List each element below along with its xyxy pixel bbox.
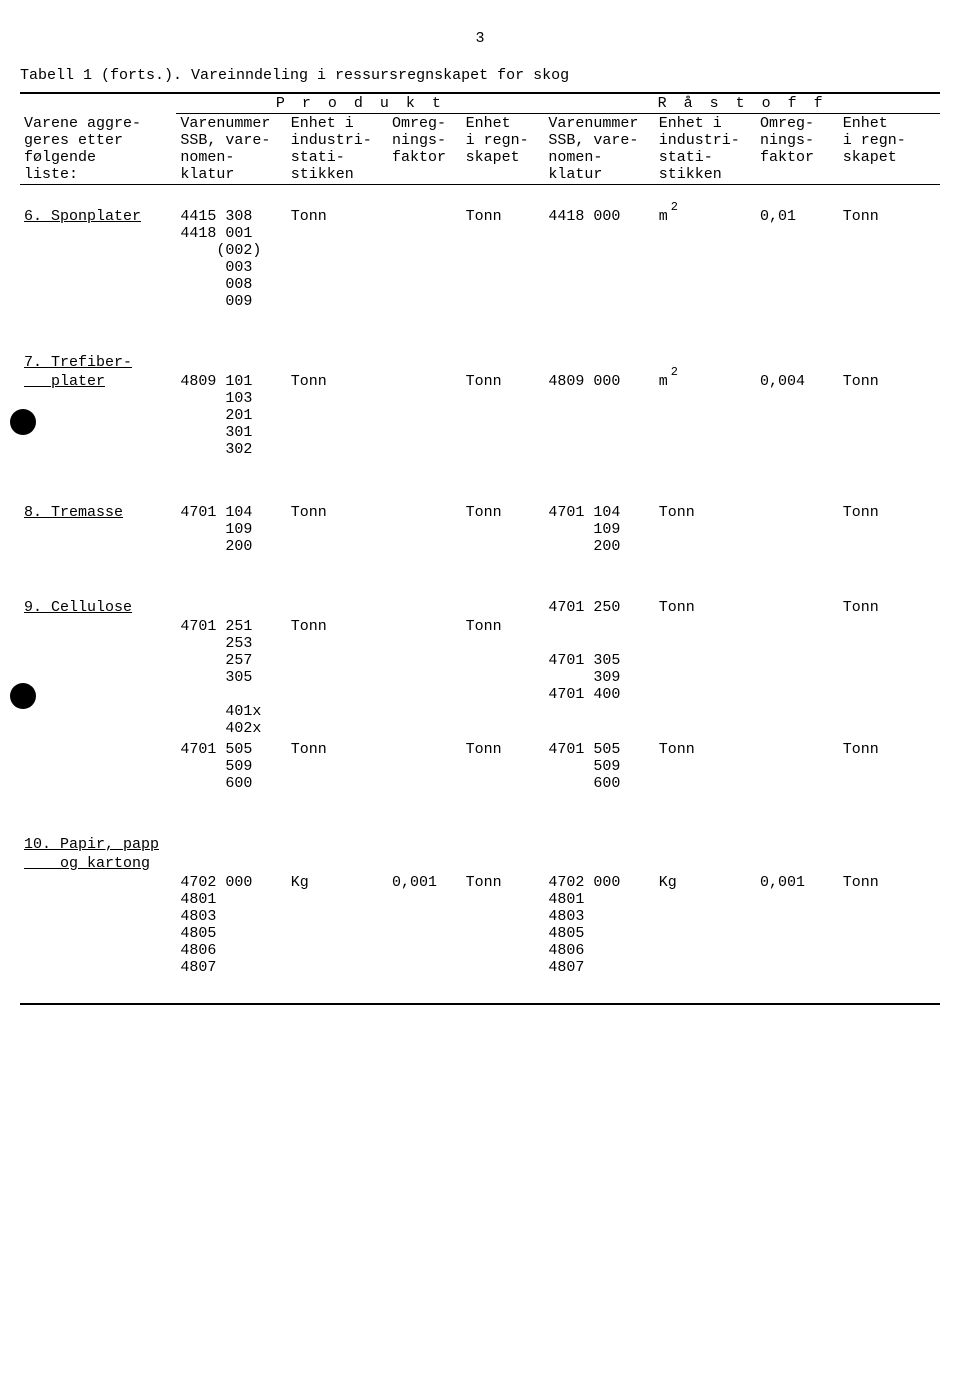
table-row: plater 4809 101 103 201 301 302 Tonn Ton… [20,372,940,459]
r-regn: Tonn [839,873,940,977]
p-enhet: Tonn [287,372,388,459]
p-enhet: Tonn [287,207,388,311]
col-p-varenr: Varenummer SSB, vare- nomen- klatur [176,114,286,185]
p-omreg [388,207,462,311]
r-enhet: Tonn [655,740,756,793]
r-codes: 4701 104 109 200 [544,503,654,556]
table-row: og kartong [20,854,940,873]
header-group-row: P r o d u k t R å s t o f f [20,93,940,114]
r-regn: Tonn [839,740,940,793]
p-codes: 4702 000 4801 4803 4805 4806 4807 [176,873,286,977]
table-row: 4701 505 509 600 Tonn Tonn 4701 505 509 … [20,740,940,793]
p-codes: 4701 104 109 200 [176,503,286,556]
col-r-enhet-regn: Enhet i regn- skapet [839,114,940,185]
r-codes: 4809 000 [544,372,654,459]
table-caption: Tabell 1 (forts.). Vareinndeling i ressu… [20,67,940,84]
r-enhet: m2 [655,372,756,459]
punch-hole-icon [10,683,36,709]
table-row: 6. Sponplater 4415 308 4418 001 (002) 00… [20,207,940,311]
produkt-header: P r o d u k t [176,93,544,114]
col-p-enhet-ind: Enhet i industri- stati- stikken [287,114,388,185]
p-enhet: Kg [287,873,388,977]
r-codes: 4701 305 309 4701 400 [544,617,654,738]
p-codes: 4809 101 103 201 301 302 [176,372,286,459]
col-p-omreg: Omreg- nings- faktor [388,114,462,185]
item-label: 8. Tremasse [24,504,123,521]
col-r-omreg: Omreg- nings- faktor [756,114,839,185]
r-codes: 4701 250 [544,598,654,617]
p-regn: Tonn [462,617,545,738]
punch-hole-icon [10,409,36,435]
r-regn: Tonn [839,207,940,311]
p-codes: 4701 251 253 257 305 401x 402x [176,617,286,738]
p-regn: Tonn [462,740,545,793]
column-header-row: Varene aggre- geres etter følgende liste… [20,114,940,185]
table-row: 7. Trefiber- [20,353,940,372]
r-enhet: m2 [655,207,756,311]
col-p-enhet-regn: Enhet i regn- skapet [462,114,545,185]
p-regn: Tonn [462,207,545,311]
page-number: 3 [20,30,940,47]
r-regn: Tonn [839,598,940,617]
p-enhet: Tonn [287,740,388,793]
item-label: plater [24,373,105,390]
p-enhet: Tonn [287,503,388,556]
p-codes: 4701 505 509 600 [176,740,286,793]
r-enhet: Kg [655,873,756,977]
r-codes: 4702 000 4801 4803 4805 4806 4807 [544,873,654,977]
col-r-varenr: Varenummer SSB, vare- nomen- klatur [544,114,654,185]
r-enhet: Tonn [655,598,756,617]
p-regn: Tonn [462,503,545,556]
item-label: 9. Cellulose [24,599,132,616]
item-label: og kartong [24,855,150,872]
r-omreg: 0,004 [756,372,839,459]
item-label: 7. Trefiber- [24,354,132,371]
r-codes: 4418 000 [544,207,654,311]
table-row: 10. Papir, papp [20,835,940,854]
row-header: Varene aggre- geres etter følgende liste… [20,114,176,185]
r-omreg: 0,01 [756,207,839,311]
item-label: 6. Sponplater [24,208,141,225]
p-regn: Tonn [462,372,545,459]
r-codes: 4701 505 509 600 [544,740,654,793]
p-regn: Tonn [462,873,545,977]
r-omreg: 0,001 [756,873,839,977]
item-label: 10. Papir, papp [24,836,159,853]
rastoff-header: R å s t o f f [544,93,940,114]
col-r-enhet-ind: Enhet i industri- stati- stikken [655,114,756,185]
r-regn: Tonn [839,503,940,556]
p-codes: 4415 308 4418 001 (002) 003 008 009 [176,207,286,311]
table-row: 9. Cellulose 4701 250 Tonn Tonn [20,598,940,617]
table-row: 8. Tremasse 4701 104 109 200 Tonn Tonn 4… [20,503,940,556]
table-row: 4701 251 253 257 305 401x 402x Tonn Tonn… [20,617,940,738]
main-table: P r o d u k t R å s t o f f Varene aggre… [20,92,940,1005]
table-row: 4702 000 4801 4803 4805 4806 4807 Kg 0,0… [20,873,940,977]
r-regn: Tonn [839,372,940,459]
r-enhet: Tonn [655,503,756,556]
p-omreg: 0,001 [388,873,462,977]
p-enhet: Tonn [287,617,388,738]
